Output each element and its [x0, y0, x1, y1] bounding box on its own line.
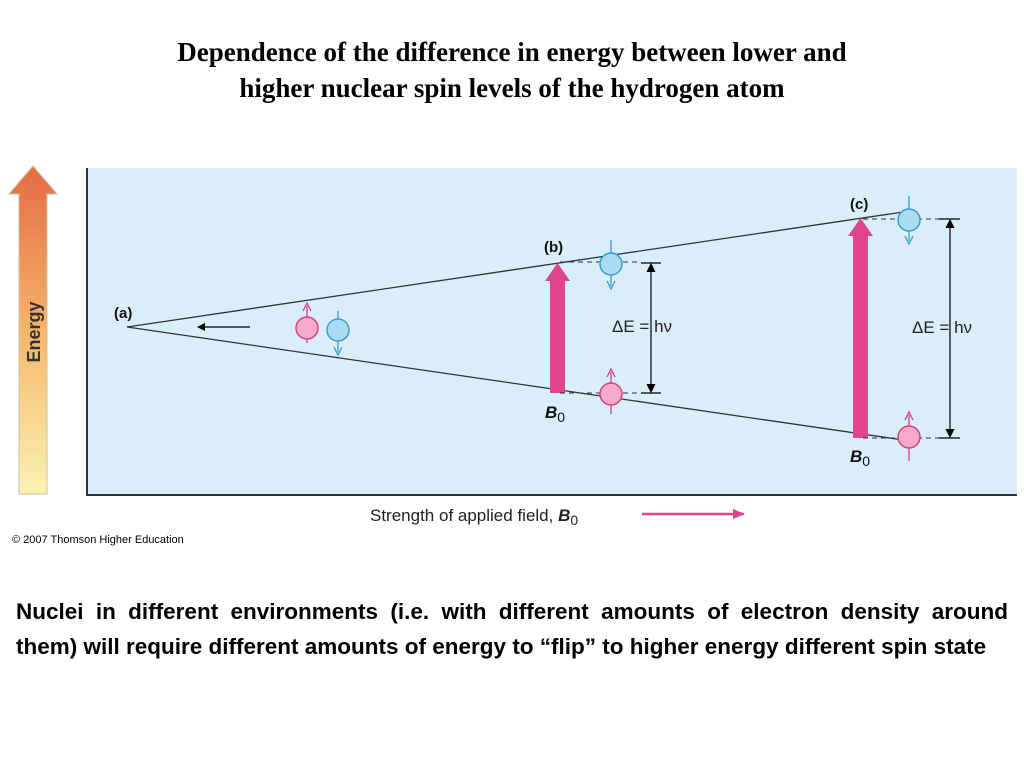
delta-e-label-c: ΔE = hν: [912, 318, 972, 337]
delta-e-label-b: ΔE = hν: [612, 317, 672, 336]
spin-down-nucleus-icon: [326, 311, 350, 357]
spin-down-nucleus-b-icon: [599, 240, 623, 291]
spin-down-nucleus-c-icon: [897, 196, 921, 246]
transition-arrow-b: [545, 263, 570, 393]
x-axis-label: Strength of applied field, B0: [370, 506, 578, 528]
field-label-c: B0: [850, 447, 870, 469]
point-c-label: (c): [850, 196, 868, 213]
spin-up-nucleus-icon: [295, 301, 319, 343]
copyright-notice: © 2007 Thomson Higher Education: [12, 534, 184, 546]
energy-axis-label: Energy: [24, 301, 44, 362]
spin-up-nucleus-c-icon: [897, 410, 921, 461]
field-label-b: B0: [545, 403, 565, 425]
point-a-label: (a): [114, 305, 132, 322]
title-line-1: Dependence of the difference in energy b…: [177, 37, 847, 67]
spin-energy-diagram: Energy (a) (b) ΔE =: [7, 165, 1017, 528]
delta-e-bracket-c: [939, 218, 960, 439]
title-line-2: higher nuclear spin levels of the hydrog…: [239, 73, 785, 103]
energy-axis-arrow: [7, 165, 59, 495]
upper-spin-level-line: [126, 210, 911, 328]
lower-spin-level-line: [126, 326, 911, 442]
body-paragraph: Nuclei in different environments (i.e. w…: [16, 599, 1008, 659]
spin-up-nucleus-b-icon: [599, 367, 623, 414]
transition-arrow-c: [848, 218, 873, 438]
point-b-label: (b): [544, 239, 563, 256]
delta-e-bracket-b: [641, 262, 661, 394]
slide-title: Dependence of the difference in energy b…: [60, 34, 964, 106]
